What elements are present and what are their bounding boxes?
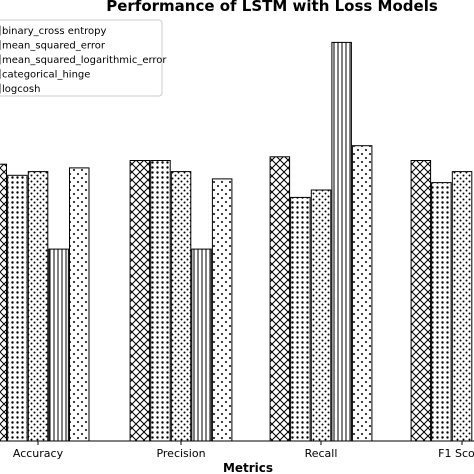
bar-accuracy-series-1 xyxy=(0,163,7,442)
bar-accuracy-series-5 xyxy=(69,167,90,442)
bar-recall-series-4 xyxy=(331,41,352,442)
bar-f1-score-series-1 xyxy=(410,160,432,442)
bar-accuracy-series-4 xyxy=(48,248,69,442)
x-tick-label: Precision xyxy=(156,447,205,460)
legend-entry: binary_cross entropy xyxy=(2,26,106,37)
x-tick-label: Accuracy xyxy=(13,447,64,460)
bar-precision-series-3 xyxy=(170,171,192,442)
bar-f1-score-series-3 xyxy=(451,171,473,442)
legend-entry: logcosh xyxy=(2,84,40,95)
bar-precision-series-2 xyxy=(150,160,171,442)
bar-accuracy-series-3 xyxy=(27,171,49,442)
bar-accuracy-series-2 xyxy=(7,174,28,442)
legend-entry: categorical_hinge xyxy=(2,70,90,81)
legend-entry: mean_squared_logarithmic_error xyxy=(2,55,167,66)
bar-f1-score-series-2 xyxy=(431,182,452,442)
x-tick-label: F1 Score xyxy=(438,447,474,460)
bar-precision-series-1 xyxy=(129,160,151,442)
bar-recall-series-2 xyxy=(290,196,311,442)
x-tick-label: Recall xyxy=(305,447,338,460)
x-axis-label: Metrics xyxy=(223,461,273,474)
legend-box xyxy=(0,19,163,97)
x-tick-group: Accuracy Precision Recall F1 Score xyxy=(13,441,474,460)
bar-precision-series-5 xyxy=(211,178,233,442)
bar-recall-series-5 xyxy=(351,145,373,442)
chart-title: Performance of LSTM with Loss Models xyxy=(106,0,438,15)
legend-entry: mean_squared_error xyxy=(2,41,106,52)
bars-group xyxy=(0,41,473,442)
bar-precision-series-4 xyxy=(191,248,212,442)
legend: binary_cross entropy mean_squared_errorme… xyxy=(0,19,167,97)
bar-recall-series-1 xyxy=(269,156,291,442)
bar-recall-series-3 xyxy=(310,189,332,442)
